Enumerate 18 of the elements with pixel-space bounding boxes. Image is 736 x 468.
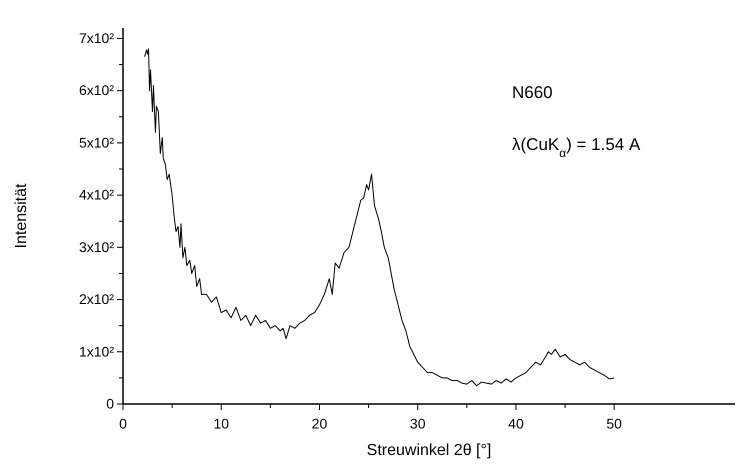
x-tick-label: 0 [119,415,128,432]
y-tick-label: 1x10² [78,343,114,360]
y-tick-label: 3x10² [78,238,114,255]
y-tick-label: 6x10² [78,82,114,98]
x-axis-title: Streuwinkel 2θ [°] [366,442,492,459]
y-axis-title: Intensität [13,182,30,248]
x-tick-label: 40 [508,415,524,432]
annotation: N660 [512,83,553,102]
y-tick-label: 7x10² [78,30,114,46]
x-tick-label: 30 [410,415,426,432]
y-tick-label: 0 [106,395,114,412]
y-tick-label: 5x10² [78,134,114,150]
x-tick-label: 20 [312,415,328,432]
y-tick-label: 4x10² [78,186,114,203]
y-tick-label: 2x10² [78,291,114,308]
x-tick-label: 10 [213,415,230,432]
x-tick-label: 50 [606,415,622,432]
annotation: λ(CuK$_{α}$) = 1.54 A [512,135,641,160]
